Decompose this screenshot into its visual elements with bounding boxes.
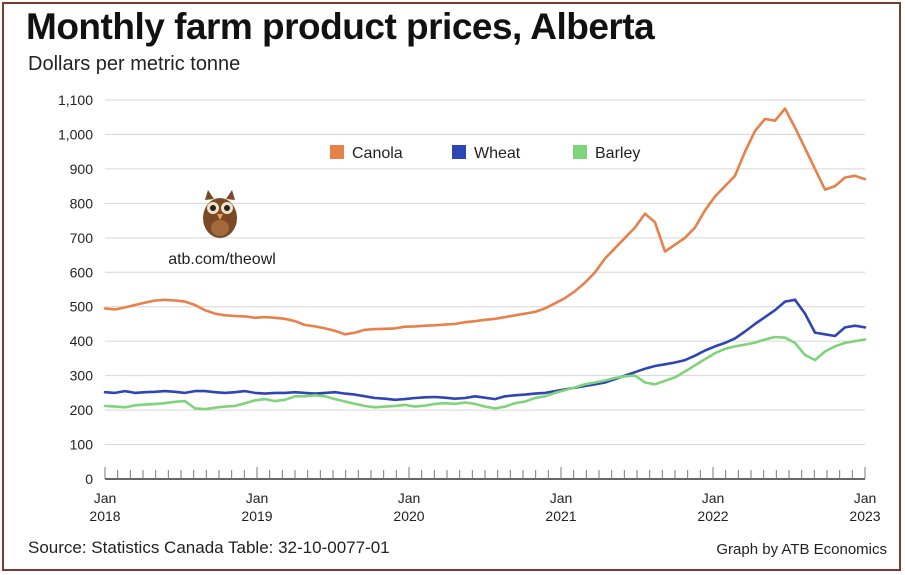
- legend-swatch-canola: [330, 145, 344, 159]
- series-line-canola: [103, 107, 867, 336]
- y-tick-label: 500: [70, 299, 94, 315]
- source-note: Source: Statistics Canada Table: 32-10-0…: [28, 538, 390, 557]
- legend-label-barley: Barley: [595, 145, 640, 162]
- series-line-barley: [103, 335, 867, 411]
- y-tick-label: 300: [70, 368, 94, 384]
- x-tick-year: 2022: [697, 508, 728, 524]
- x-tick-year: 2021: [545, 508, 576, 524]
- y-axis: 0 100 200 300 400 500 600 700 800 900 1,000 1,100: [58, 92, 93, 487]
- x-tick-month: Jan: [94, 490, 117, 506]
- owl-url-label: atb.com/theowl: [168, 251, 276, 268]
- grid-lines: [105, 99, 865, 446]
- x-tick-year: 2020: [393, 508, 424, 524]
- y-tick-label: 100: [70, 437, 94, 453]
- x-axis: Jan 2018 Jan 2019 Jan 2020 Jan 2021 Jan 2022 Jan 20…: [89, 467, 881, 524]
- chart-title: Monthly farm product prices, Alberta: [26, 6, 655, 47]
- legend-swatch-wheat: [452, 145, 466, 159]
- x-tick-month: Jan: [702, 490, 725, 506]
- owl-icon: [203, 190, 237, 238]
- y-tick-label: 700: [70, 230, 94, 246]
- y-tick-label: 0: [85, 471, 93, 487]
- graph-credit: Graph by ATB Economics: [716, 541, 887, 558]
- x-tick-month: Jan: [550, 490, 573, 506]
- x-tick-year: 2018: [89, 508, 120, 524]
- x-tick-month: Jan: [854, 490, 877, 506]
- x-tick-month: Jan: [398, 490, 421, 506]
- legend-label-wheat: Wheat: [474, 145, 521, 162]
- x-tick-year: 2019: [241, 508, 272, 524]
- y-tick-label: 400: [70, 333, 94, 349]
- legend-swatch-barley: [573, 145, 587, 159]
- x-tick-month: Jan: [246, 490, 269, 506]
- x-tick-year: 2023: [849, 508, 880, 524]
- y-tick-label: 1,000: [58, 126, 93, 142]
- y-tick-label: 600: [70, 264, 94, 280]
- y-tick-label: 800: [70, 195, 94, 211]
- legend: Canola Wheat Barley: [330, 145, 640, 162]
- y-tick-label: 200: [70, 402, 94, 418]
- series-line-wheat: [103, 298, 867, 402]
- chart-subtitle: Dollars per metric tonne: [28, 53, 241, 75]
- legend-label-canola: Canola: [352, 145, 403, 162]
- y-tick-label: 900: [70, 161, 94, 177]
- y-tick-label: 1,100: [58, 92, 93, 108]
- owl-logo: atb.com/theowl: [168, 190, 276, 268]
- series-lines: [103, 107, 867, 411]
